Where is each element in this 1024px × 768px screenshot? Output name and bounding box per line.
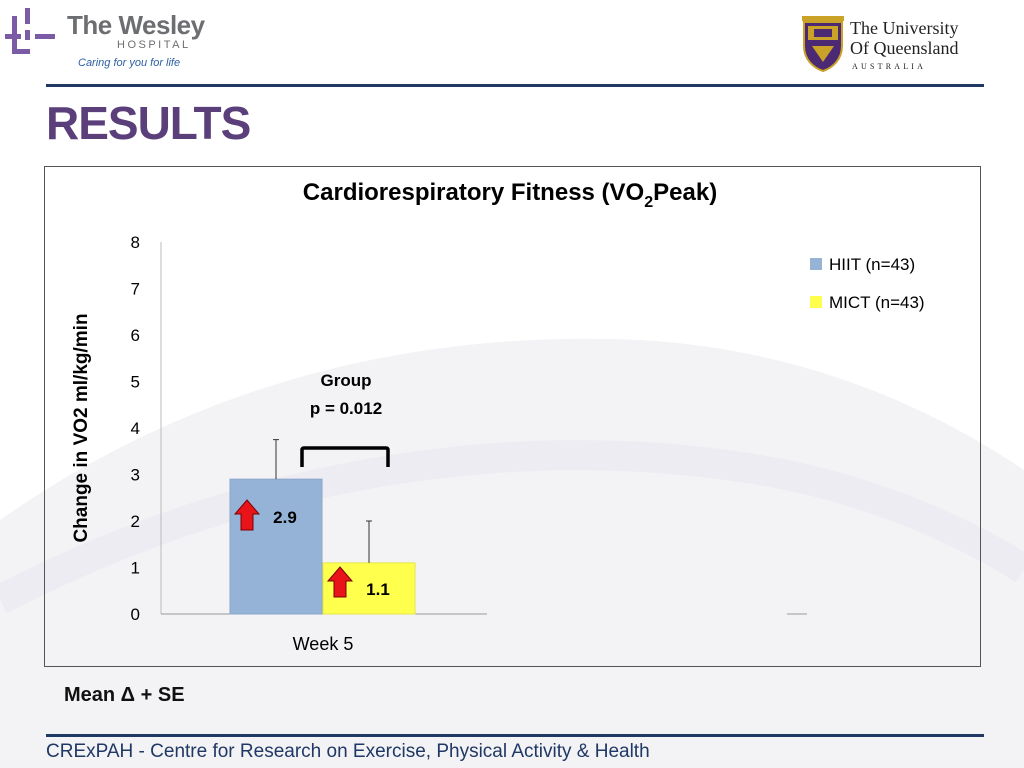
y-tick-label: 8: [131, 233, 140, 252]
data-label: 2.9: [273, 508, 297, 527]
y-axis-label: Change in VO2 ml/kg/min: [71, 313, 92, 542]
y-tick-label: 6: [131, 326, 140, 345]
significance-bracket: [300, 446, 390, 467]
data-label: 1.1: [366, 580, 390, 599]
up-arrow-icon: [326, 566, 354, 598]
wesley-tagline: Caring for you for life: [78, 57, 181, 69]
uq-crest-icon: [802, 16, 844, 72]
y-tick-label: 0: [131, 605, 140, 624]
legend-label: HIIT (n=43): [829, 255, 915, 274]
footer-text: CRExPAH - Centre for Research on Exercis…: [46, 741, 650, 762]
footer-rule: [46, 734, 984, 737]
wesley-hospital-logo: The Wesley HOSPITAL Caring for you for l…: [5, 6, 205, 74]
y-tick-label: 2: [131, 512, 140, 531]
chart-frame: [44, 166, 981, 667]
uq-logo: The University Of Queensland AUSTRALIA: [800, 16, 990, 76]
uq-name-line2: Of Queensland: [850, 38, 959, 58]
slide-title: RESULTS: [46, 97, 251, 149]
header-rule: [46, 84, 984, 87]
legend-label: MICT (n=43): [829, 293, 925, 312]
legend-swatch: [810, 296, 822, 308]
y-tick-label: 5: [131, 373, 140, 392]
y-tick-label: 3: [131, 466, 140, 485]
legend-swatch: [810, 258, 822, 270]
wesley-sub: HOSPITAL: [117, 39, 191, 51]
bar-hiit: [229, 478, 323, 615]
wesley-name: The Wesley: [67, 10, 205, 40]
footnote: Mean Δ + SE: [64, 684, 185, 706]
plot-area: 0 1 2 3 4 5 6 7 8 2.9 1.1 Week 5 Group p = 0.012 HIIT …: [131, 233, 925, 654]
uq-country: AUSTRALIA: [852, 62, 927, 71]
y-tick-label: 1: [131, 559, 140, 578]
y-tick-label: 7: [131, 280, 140, 299]
annotation-group: Group: [321, 371, 372, 390]
chart-title: Cardiorespiratory Fitness (VO2Peak): [303, 179, 717, 211]
annotation-pvalue: p = 0.012: [310, 399, 382, 418]
uq-name-line1: The University: [850, 18, 959, 38]
x-tick-label: Week 5: [293, 634, 354, 654]
up-arrow-icon: [233, 499, 261, 531]
y-tick-label: 4: [131, 419, 140, 438]
wesley-cross-icon: [5, 8, 55, 54]
